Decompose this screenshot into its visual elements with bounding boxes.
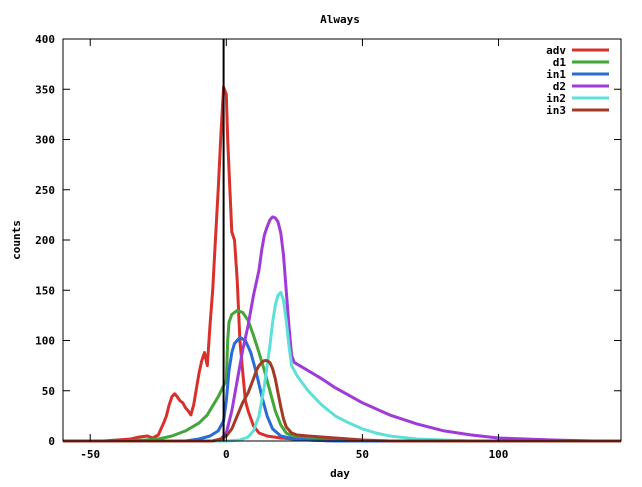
legend-label-in1: in1 xyxy=(546,68,566,81)
y-tick-label: 100 xyxy=(35,335,55,348)
series-layer xyxy=(63,85,621,443)
axis-layer: -50 0 50 100 0 50 100 150 200 250 300 350 400 xyxy=(35,33,621,461)
x-tick-label: 100 xyxy=(489,448,509,461)
x-axis-label: day xyxy=(330,467,350,480)
x-tick-label: 50 xyxy=(356,448,369,461)
legend-label-d1: d1 xyxy=(553,56,567,69)
y-tick-label: 350 xyxy=(35,83,55,96)
series-line-adv xyxy=(63,85,621,443)
plot-frame xyxy=(62,38,622,442)
y-tick-label: 300 xyxy=(35,134,55,147)
series-line-in2 xyxy=(63,290,621,443)
x-tick-label: -50 xyxy=(80,448,100,461)
y-tick-label: 0 xyxy=(48,435,55,448)
legend-label-d2: d2 xyxy=(553,80,566,93)
y-tick-label: 200 xyxy=(35,234,55,247)
legend-label-adv: adv xyxy=(546,44,566,57)
chart-title: Always xyxy=(320,13,360,26)
y-tick-label: 400 xyxy=(35,33,55,46)
y-axis-label: counts xyxy=(10,220,23,260)
legend-label-in3: in3 xyxy=(546,104,566,117)
series-line-d2 xyxy=(63,215,621,443)
y-tick-label: 50 xyxy=(42,385,55,398)
x-tick-label: 0 xyxy=(223,448,230,461)
series-line-in3 xyxy=(63,359,621,443)
y-tick-label: 250 xyxy=(35,184,55,197)
y-tick-label: 150 xyxy=(35,284,55,297)
legend-label-in2: in2 xyxy=(546,92,566,105)
series-line-d1 xyxy=(63,308,621,443)
series-line-in1 xyxy=(63,336,621,443)
